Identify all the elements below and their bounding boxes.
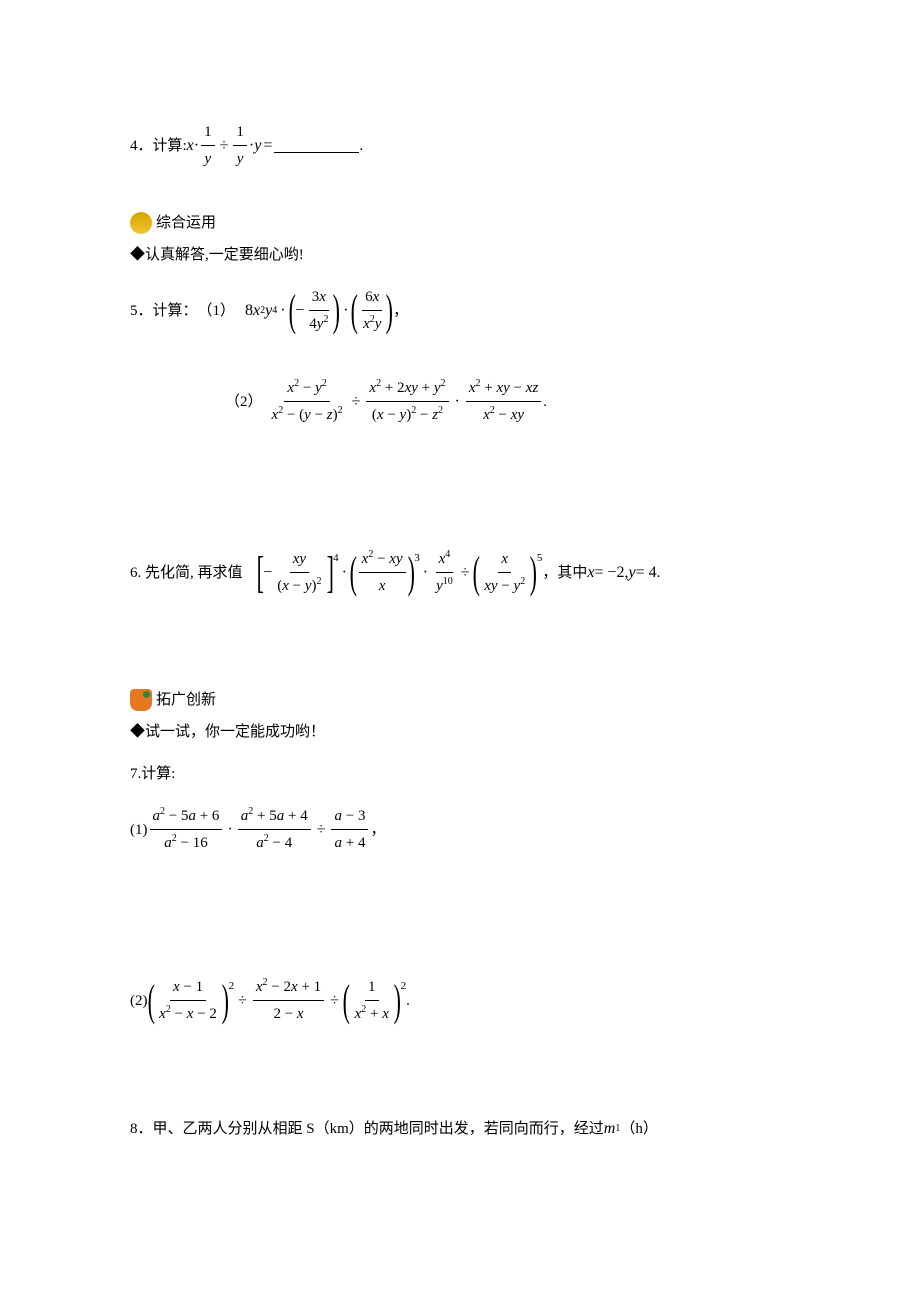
q5p1-dot1: ·	[280, 298, 285, 324]
lparen2-icon: (	[351, 289, 358, 333]
q5p1-dot2: ·	[343, 298, 348, 324]
section-tg-title: 拓广创新	[156, 688, 216, 712]
section-tg-subtitle: ◆试一试，你一定能成功哟！	[130, 720, 325, 744]
q4-period: .	[359, 134, 363, 158]
q5p1-y: y	[265, 298, 272, 324]
section-zh-title: 综合运用	[156, 211, 216, 235]
q4-frac2: 1 y	[233, 120, 247, 171]
q5-p2-label: （2）	[225, 390, 263, 414]
q5p2-period: .	[543, 390, 547, 414]
q6-frac4: x xy − y2	[481, 547, 528, 598]
q7-p1-label: (1)	[130, 818, 148, 842]
q5p2-frac2: x2 + 2xy + y2 (x − y)2 − z2	[366, 376, 448, 427]
q6-frac2: x2 − xy x	[359, 547, 406, 598]
q6-period: .	[657, 561, 661, 585]
q6-line: 6. 先化简, 再求值 [ − xy (x − y)2 ] 4 · ( x2 −…	[130, 547, 800, 598]
q4-blank	[274, 139, 359, 153]
q5-p1-label: （1）	[198, 299, 236, 323]
q5p1-frac2: 6x x2y	[360, 285, 384, 336]
q4-frac1: 1 y	[201, 120, 215, 171]
q5p2-dot: ·	[455, 389, 460, 415]
q5-label: 5．计算：	[130, 299, 198, 323]
section-zh-subtitle: ◆认真解答,一定要细心哟!	[130, 243, 304, 267]
lbracket-icon: [	[256, 551, 263, 595]
q7p1-frac2: a2 + 5a + 4 a2 − 4	[238, 804, 311, 855]
rparen-icon: )	[333, 289, 340, 333]
q6-neg: −	[263, 560, 272, 586]
q8-line: 8．甲、乙两人分别从相距 S（km）的两地同时出发，若同向而行，经过 m1 （h…	[130, 1116, 800, 1142]
q5-part2: （2） x2 − y2 x2 − (y − z)2 ÷ x2 + 2xy + y…	[225, 376, 800, 427]
yellow-mascot-icon	[130, 212, 152, 234]
q7p2-period: .	[406, 989, 410, 1013]
q6-lp4-icon: (	[472, 551, 479, 595]
q8-before: 8．甲、乙两人分别从相距 S（km）的两地同时出发，若同向而行，经过	[130, 1117, 604, 1141]
q7p2-div1: ÷	[238, 988, 247, 1014]
rparen2-icon: )	[386, 289, 393, 333]
q6-tail-cn: ，其中	[542, 561, 587, 585]
orange-mascot-icon	[130, 689, 152, 711]
q6-div: ÷	[461, 560, 470, 586]
q7-part1: (1) a2 − 5a + 6 a2 − 16 · a2 + 5a + 4 a2…	[130, 804, 800, 855]
q5p2-frac1: x2 − y2 x2 − (y − z)2	[269, 376, 346, 427]
section-zh-sub: ◆认真解答,一定要细心哟!	[130, 243, 800, 267]
q7p2-frac3: 1 x2 + x	[352, 975, 392, 1026]
q6-lp2-icon: (	[350, 551, 357, 595]
q7p1-frac1: a2 − 5a + 6 a2 − 16	[150, 804, 223, 855]
q6-frac3: x4 y10	[433, 547, 456, 598]
q7p2-div2: ÷	[330, 988, 339, 1014]
q6-pow2: 3	[414, 550, 420, 568]
q7-p2-label: (2)	[130, 989, 148, 1013]
section-zh-header: 综合运用	[130, 211, 800, 235]
q4-y: y	[254, 133, 261, 159]
q7-label: 7.计算:	[130, 762, 175, 786]
q7p2-lp1-icon: (	[147, 979, 154, 1023]
q7p1-comma: ，	[370, 818, 385, 842]
section-tg-header: 拓广创新	[130, 688, 800, 712]
q8-m: m	[604, 1116, 616, 1142]
q8-after: （h）	[620, 1117, 658, 1141]
q5p1-coef: 8	[245, 298, 253, 324]
q6-label: 6. 先化简, 再求值	[130, 561, 243, 585]
q4-eq: =	[263, 133, 272, 159]
q5p1-frac1: 3x 4y2	[306, 285, 331, 336]
q7-label-line: 7.计算:	[130, 762, 800, 786]
q7p2-frac1: x − 1 x2 − x − 2	[156, 975, 220, 1026]
q4-x: x	[187, 133, 194, 159]
q7p2-frac2: x2 − 2x + 1 2 − x	[253, 975, 324, 1026]
q6-frac1: xy (x − y)2	[274, 547, 324, 598]
q4-dot1: ·	[194, 133, 199, 159]
q4-line: 4．计算: x · 1 y ÷ 1 y · y = .	[130, 120, 800, 171]
q5p1-x: x	[253, 298, 260, 324]
q7p2-lp3-icon: (	[343, 979, 350, 1023]
q5p1-neg: −	[295, 298, 304, 324]
q6-dot1: ·	[342, 560, 347, 586]
section-tg-sub: ◆试一试，你一定能成功哟！	[130, 720, 800, 744]
q7p1-frac3: a − 3 a + 4	[331, 804, 368, 855]
q6-dot2: ·	[423, 560, 428, 586]
q4-label: 4．计算:	[130, 134, 187, 158]
q6-pow1: 4	[333, 550, 339, 568]
lparen-icon: (	[288, 289, 295, 333]
q7p1-dot: ·	[227, 817, 232, 843]
q5-part1: 5．计算： （1） 8 x2 y4 · ( − 3x 4y2 ) · ( 6x …	[130, 285, 800, 336]
q5p2-frac3: x2 + xy − xz x2 − xy	[466, 376, 541, 427]
q7p2-pow1: 2	[229, 978, 235, 996]
q5p1-comma: ，	[393, 299, 408, 323]
q5p2-div: ÷	[352, 389, 361, 415]
q7-part2: (2) ( x − 1 x2 − x − 2 ) 2 ÷ x2 − 2x + 1…	[130, 975, 800, 1026]
q6-pow4: 5	[537, 550, 543, 568]
q7p2-pow3: 2	[401, 978, 407, 996]
q4-div: ÷	[220, 133, 229, 159]
q7p1-div: ÷	[317, 817, 326, 843]
